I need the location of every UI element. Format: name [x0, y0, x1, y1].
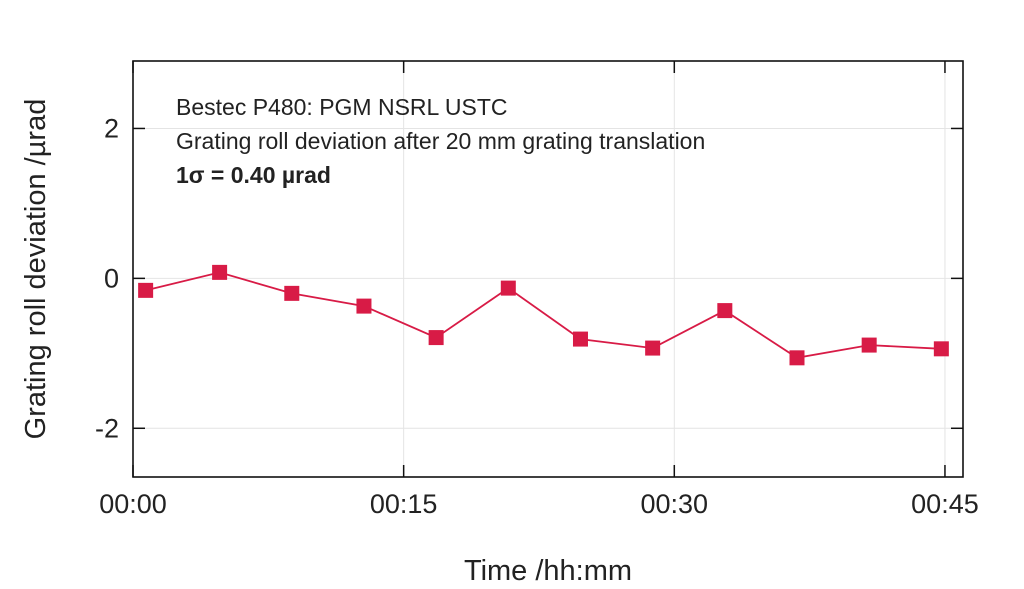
data-series: [138, 264, 949, 366]
data-point-marker: [428, 330, 444, 346]
x-axis-title: Time /hh:mm: [464, 555, 632, 587]
x-tick-label: 00:30: [641, 489, 709, 519]
data-point-marker: [284, 285, 300, 301]
data-point-marker: [717, 303, 733, 319]
y-tick-label: 0: [104, 263, 119, 293]
plot-frame: [132, 60, 964, 478]
data-point-marker: [356, 298, 372, 314]
data-point-marker: [789, 350, 805, 366]
data-point-marker: [500, 280, 516, 296]
annotation-sigma: 1σ = 0.40 µrad: [176, 162, 331, 188]
y-axis-title: Grating roll deviation /µrad: [20, 99, 52, 440]
data-point-marker: [212, 264, 228, 280]
annotation-title: Bestec P480: PGM NSRL USTC: [176, 94, 507, 120]
data-point-marker: [933, 341, 949, 357]
annotation-description: Grating roll deviation after 20 mm grati…: [176, 128, 705, 154]
grid-lines: [132, 61, 963, 477]
y-tick-label: 2: [104, 113, 119, 143]
data-point-marker: [572, 331, 588, 347]
data-point-marker: [645, 340, 661, 356]
x-tick-label: 00:45: [911, 489, 979, 519]
x-tick-label: 00:15: [370, 489, 438, 519]
y-tick-label: -2: [95, 413, 119, 443]
axis-ticks: [132, 61, 963, 477]
x-tick-label: 00:00: [99, 489, 167, 519]
data-point-marker: [138, 282, 154, 298]
series-line: [145, 271, 942, 359]
data-point-marker: [861, 337, 877, 353]
